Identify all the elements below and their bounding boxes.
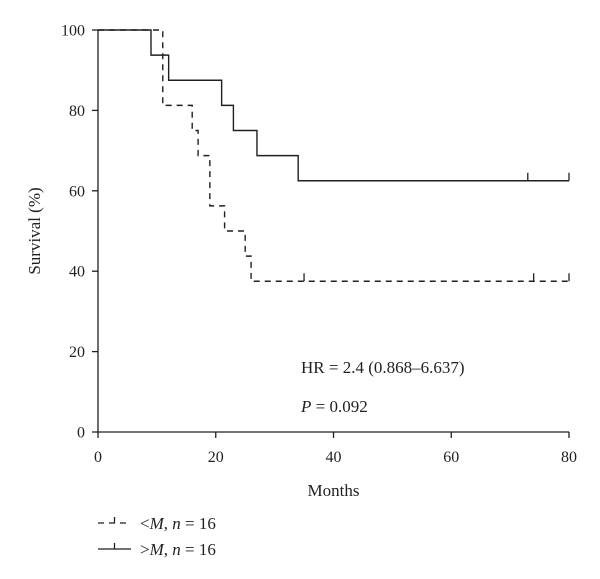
- x-tick-label: 60: [443, 449, 459, 466]
- survival-curve-above: [98, 29, 569, 182]
- y-tick-label: 20: [69, 344, 85, 361]
- y-tick-label: 100: [61, 23, 85, 40]
- p-value-text: = 0.092: [311, 397, 367, 416]
- p-value-symbol: P: [300, 397, 311, 416]
- y-axis-title: Survival (%): [25, 187, 44, 274]
- hazard-ratio-annotation: HR = 2.4 (0.868–6.637): [301, 358, 465, 377]
- x-tick-label: 0: [94, 449, 102, 466]
- survival-curve-below: [98, 29, 569, 282]
- x-ticks: 0 20 40 60 80: [94, 432, 577, 466]
- p-value-annotation: P = 0.092: [300, 397, 368, 416]
- x-axis-title: Months: [308, 481, 360, 500]
- y-tick-label: 40: [69, 264, 85, 281]
- x-tick-label: 20: [208, 449, 224, 466]
- y-tick-label: 0: [77, 425, 85, 442]
- legend: <M, n = 16 >M, n = 16: [98, 514, 216, 559]
- series-above: [98, 29, 570, 182]
- y-tick-label: 60: [69, 183, 85, 200]
- legend-item-below: <M, n = 16: [98, 514, 216, 533]
- legend-label-above: >M, n = 16: [140, 540, 216, 559]
- y-ticks: 0 20 40 60 80 100: [61, 23, 98, 442]
- legend-item-above: >M, n = 16: [98, 540, 216, 559]
- y-tick-label: 80: [69, 103, 85, 120]
- x-tick-label: 40: [326, 449, 342, 466]
- series-below: [98, 29, 570, 282]
- series-layer: [98, 29, 570, 282]
- legend-label-below: <M, n = 16: [140, 514, 216, 533]
- x-tick-label: 80: [561, 449, 577, 466]
